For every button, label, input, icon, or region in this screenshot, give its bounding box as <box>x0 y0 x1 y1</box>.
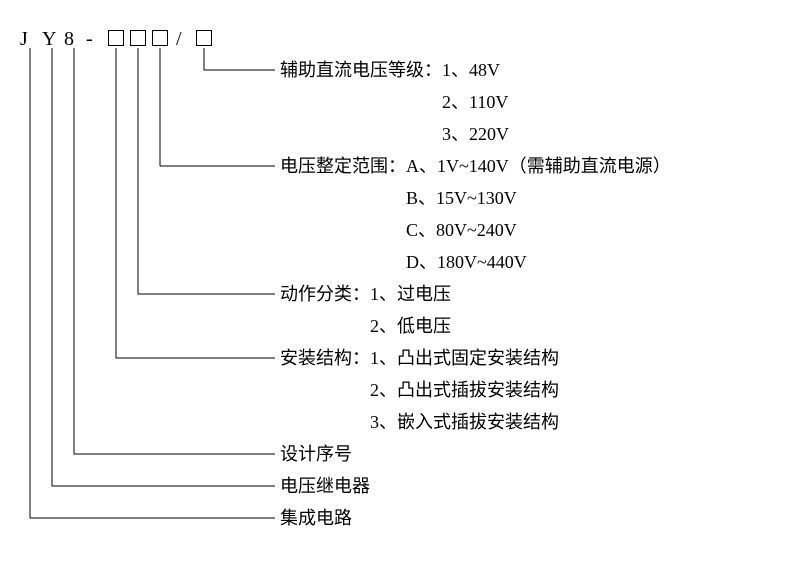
label-voltage-range-b: B、15V~130V <box>406 188 517 210</box>
label-voltage-range: 电压整定范围：A、1V~140V（需辅助直流电源） <box>280 156 671 178</box>
label-action-type-1: 1、过电压 <box>370 284 451 304</box>
diagram-root: J Y 8 - / 辅助直流电压等级：1、48V 2、110V 3、220V <box>0 0 800 584</box>
label-mount-structure-2: 2、凸出式插拔安装结构 <box>370 380 559 402</box>
placeholder-box-1 <box>108 30 124 46</box>
code-J: J <box>20 28 30 51</box>
label-voltage-range-d: D、180V~440V <box>406 252 527 274</box>
placeholder-box-3 <box>152 30 168 46</box>
label-aux-dc-voltage-opt1: 1、48V <box>442 60 500 80</box>
label-voltage-range-a: A、1V~140V（需辅助直流电源） <box>406 156 671 176</box>
label-aux-dc-voltage-text: 辅助直流电压等级： <box>280 60 442 80</box>
label-aux-dc-voltage-opt3: 3、220V <box>442 124 509 146</box>
placeholder-box-2 <box>130 30 146 46</box>
label-design-seq: 设计序号 <box>280 444 352 466</box>
code-8: 8 <box>64 28 76 51</box>
label-mount-structure-1: 1、凸出式固定安装结构 <box>370 348 559 368</box>
label-action-type-text: 动作分类： <box>280 284 370 304</box>
label-action-type: 动作分类：1、过电压 <box>280 284 451 306</box>
code-slash: / <box>176 28 184 51</box>
label-voltage-relay: 电压继电器 <box>280 476 370 498</box>
label-ic: 集成电路 <box>280 508 352 530</box>
label-action-type-2: 2、低电压 <box>370 316 451 338</box>
label-aux-dc-voltage: 辅助直流电压等级：1、48V <box>280 60 500 82</box>
code-Y: Y <box>42 28 58 51</box>
label-voltage-range-text: 电压整定范围： <box>280 156 406 176</box>
label-mount-structure-text: 安装结构： <box>280 348 370 368</box>
label-aux-dc-voltage-opt2: 2、110V <box>442 92 508 114</box>
placeholder-box-4 <box>196 30 212 46</box>
code-dash: - <box>86 28 95 51</box>
label-mount-structure-3: 3、嵌入式插拔安装结构 <box>370 412 559 434</box>
label-voltage-range-c: C、80V~240V <box>406 220 517 242</box>
label-mount-structure: 安装结构：1、凸出式固定安装结构 <box>280 348 559 370</box>
